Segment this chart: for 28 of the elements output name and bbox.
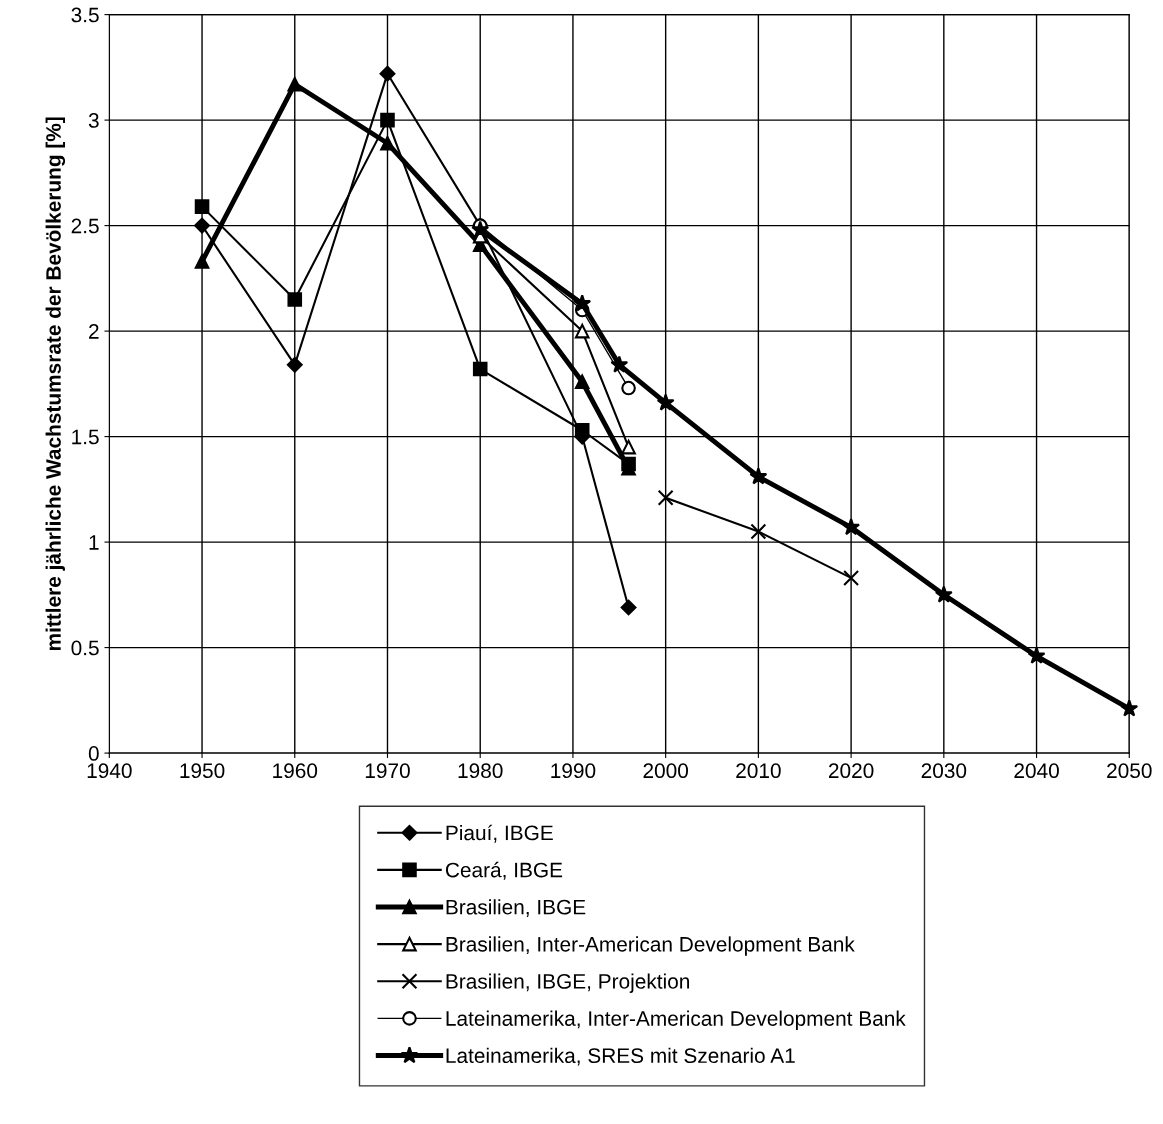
- x-tick-label: 2050: [1107, 763, 1152, 779]
- x-tick-label: 1950: [180, 763, 225, 779]
- legend-label: Ceará, IBGE: [445, 861, 563, 880]
- y-tick-label: 3.5: [71, 7, 99, 23]
- x-tick-label: 1970: [365, 763, 410, 779]
- legend-label: Piauí, IBGE: [446, 824, 553, 843]
- y-tick-label: 1.5: [72, 429, 99, 445]
- y-tick-label: 2: [89, 324, 99, 339]
- y-tick-label: 3: [88, 113, 99, 128]
- y-tick-label: 0: [88, 746, 99, 761]
- x-tick-label: 2010: [736, 763, 781, 779]
- y-tick-label: 0.5: [71, 640, 99, 656]
- legend-label: Brasilien, IBGE, Projektion: [446, 973, 690, 993]
- y-tick-label: 1: [89, 535, 99, 550]
- x-tick-label: 1960: [273, 763, 318, 779]
- x-tick-label: 2000: [643, 763, 689, 779]
- x-tick-label: 2040: [1014, 763, 1059, 779]
- y-axis-title: mittlere jährliche Wachstumsrate der Bevölkerung [%]: [45, 117, 66, 651]
- x-tick-label: 1990: [551, 763, 596, 779]
- legend-label: Lateinamerika, Inter-American Development Bank: [446, 1010, 906, 1031]
- legend-label: Brasilien, IBGE: [446, 899, 586, 917]
- x-tick-label: 2030: [921, 763, 967, 779]
- legend-label: Brasilien, Inter-American Development Bank: [446, 936, 855, 956]
- x-tick-label: 1980: [458, 763, 503, 779]
- x-tick-label: 1940: [87, 763, 132, 779]
- x-tick-label: 2020: [828, 763, 874, 779]
- y-tick-label: 2.5: [71, 218, 99, 234]
- legend-label: Lateinamerika, SRES mit Szenario A1: [446, 1047, 795, 1066]
